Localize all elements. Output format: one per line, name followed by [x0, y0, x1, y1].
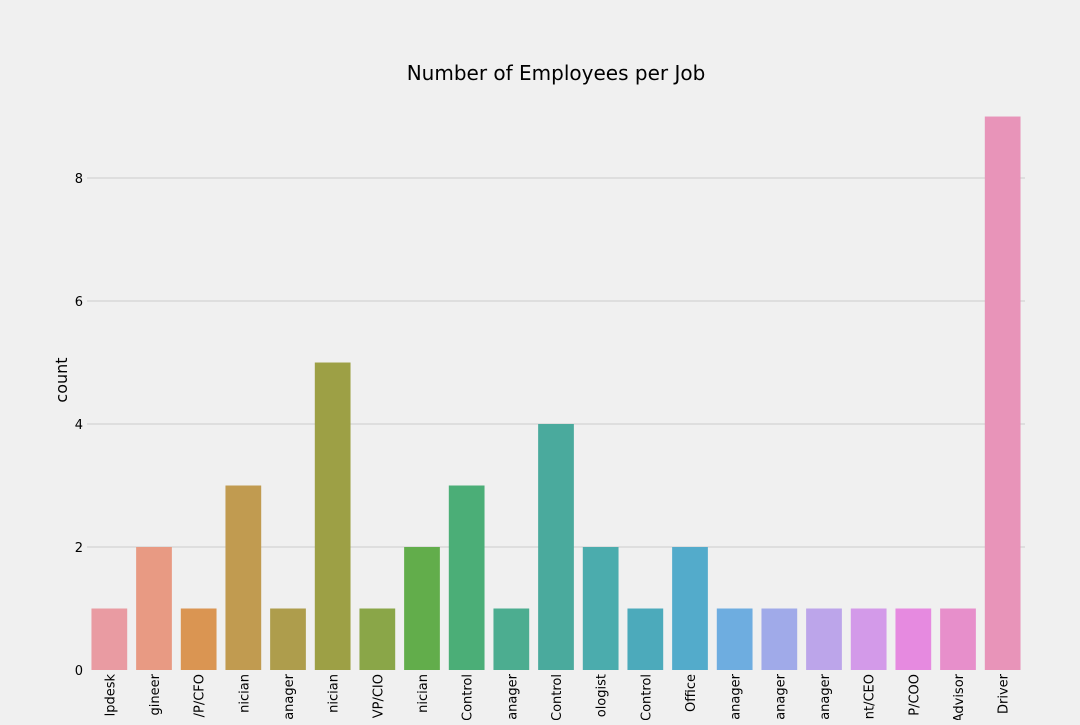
bar [136, 547, 172, 670]
x-tick-label: nt/CEO [863, 674, 878, 719]
x-tick-label: Control [639, 674, 654, 720]
x-tick-label: Office [684, 674, 699, 712]
bar [627, 608, 664, 670]
y-tick-label: 0 [75, 664, 83, 679]
bar [91, 608, 128, 670]
y-tick-label: 4 [75, 418, 83, 433]
bars [91, 116, 1021, 671]
x-tick-label: nician [327, 674, 342, 713]
y-tick-label: 8 [75, 172, 83, 187]
bar [850, 608, 887, 670]
bar [582, 547, 619, 670]
x-tick-label: nician [416, 674, 431, 713]
bar [225, 485, 262, 670]
bar [270, 608, 306, 670]
bar [538, 424, 574, 670]
bar [672, 547, 708, 670]
x-tick-label: anager [505, 673, 520, 719]
x-tick-label: anager [729, 673, 744, 719]
x-tick-label: Advisor [952, 673, 967, 720]
y-axis-label: count [52, 357, 71, 402]
x-tick-label: Control [461, 674, 476, 720]
bar [716, 608, 753, 670]
x-tick-label: nician [237, 674, 252, 713]
bar [314, 362, 351, 670]
x-tick-label: gineer [148, 673, 163, 715]
bar [984, 116, 1021, 671]
x-tick-label: lpdesk [103, 674, 118, 717]
x-tick-label: Control [550, 674, 565, 720]
bar [359, 608, 396, 670]
x-tick-labels: lpdesk gineer/P/CFO nician anager nician VP/C… [103, 673, 1012, 722]
bar [895, 608, 932, 670]
bar [493, 608, 530, 670]
bar [180, 608, 217, 670]
x-tick-label: Driver [997, 673, 1012, 714]
x-tick-label: VP/CIO [371, 674, 386, 718]
bar [448, 485, 485, 670]
bar [940, 608, 976, 670]
x-tick-label: anager [818, 673, 833, 719]
bar [761, 608, 798, 670]
y-tick-label: 2 [75, 541, 83, 556]
x-tick-label: ologist [595, 674, 610, 717]
x-tick-label: anager [282, 673, 297, 719]
chart-title: Number of Employees per Job [407, 61, 706, 85]
y-tick-labels: 0 2 4 6 8 [75, 172, 83, 679]
x-tick-label: P/COO [907, 674, 922, 716]
x-tick-label: /P/CFO [193, 674, 208, 717]
bar [404, 547, 440, 670]
y-tick-label: 6 [75, 295, 83, 310]
x-tick-label: anager [773, 673, 788, 719]
bar [806, 608, 842, 670]
